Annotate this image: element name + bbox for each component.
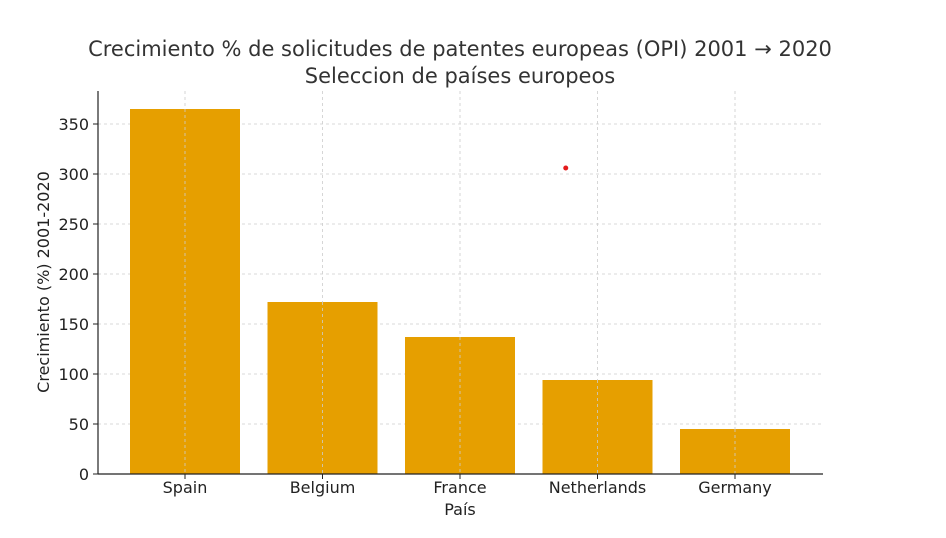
annotation-layer (563, 165, 569, 171)
y-tick-label: 100 (58, 365, 89, 384)
x-tick-label: Belgium (290, 478, 356, 497)
y-tick-label: 0 (79, 465, 89, 484)
x-tick-label: Spain (163, 478, 208, 497)
x-tick-label: Germany (698, 478, 772, 497)
y-tick-label: 250 (58, 215, 89, 234)
y-tick-label: 150 (58, 315, 89, 334)
y-tick-label: 300 (58, 165, 89, 184)
y-tick-label: 350 (58, 115, 89, 134)
y-tick-label: 200 (58, 265, 89, 284)
chart-title: Crecimiento % de solicitudes de patentes… (88, 37, 832, 61)
ticks-layer: 0 50 100 150 200 250 300 350 Spain Belgium France N… (58, 115, 771, 497)
y-tick-label: 50 (69, 415, 89, 434)
x-axis-label: País (444, 500, 476, 519)
annotation-marker (563, 165, 569, 171)
y-axis-label: Crecimiento (%) 2001-2020 (34, 171, 53, 393)
x-tick-label: France (433, 478, 486, 497)
x-tick-label: Netherlands (549, 478, 647, 497)
chart-subtitle: Seleccion de países europeos (305, 64, 616, 88)
